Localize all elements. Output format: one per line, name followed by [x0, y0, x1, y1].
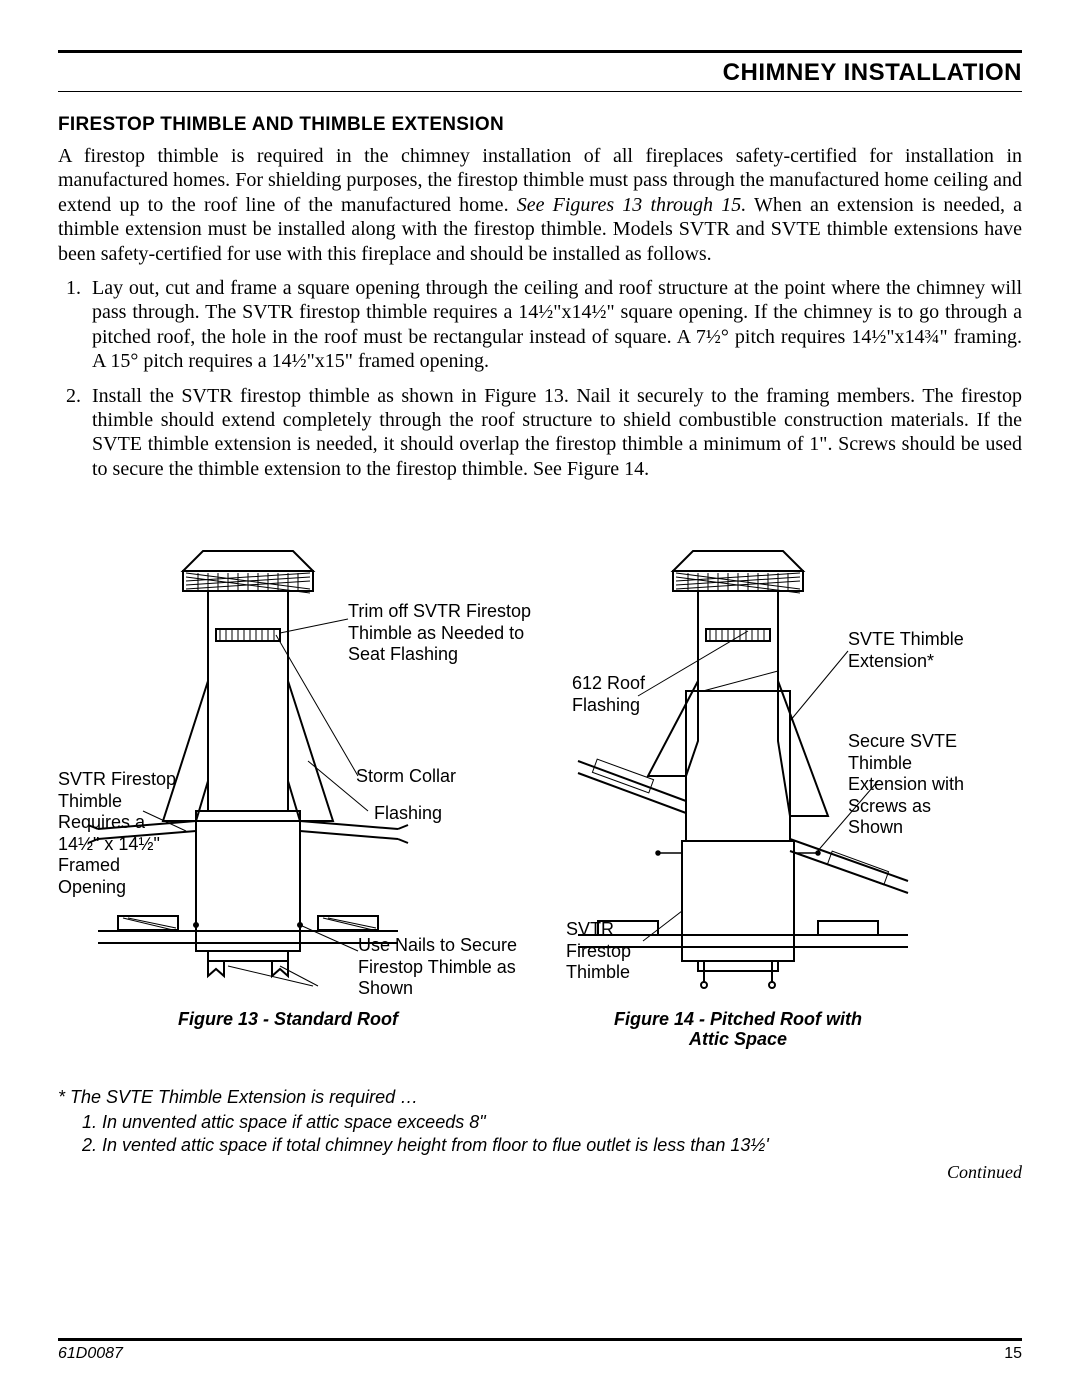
footnote-list: In unvented attic space if attic space e… — [58, 1112, 1022, 1156]
step2-a: Install the SVTR firestop thimble as sho… — [92, 385, 484, 407]
page-number: 15 — [1004, 1345, 1022, 1363]
page: CHIMNEY INSTALLATION FIRESTOP THIMBLE AN… — [0, 0, 1080, 1397]
label-nails: Use Nails to Secure Firestop Thimble as … — [358, 935, 538, 1000]
label-612: 612 Roof Flashing — [572, 673, 662, 716]
figure-14-caption-a: Figure 14 - Pitched Roof with — [598, 1009, 878, 1030]
para-text-ital: See Figures 13 through 15. — [517, 194, 747, 216]
footnote-block: * The SVTE Thimble Extension is required… — [58, 1087, 1022, 1156]
label-storm: Storm Collar — [356, 766, 456, 788]
step-1: Lay out, cut and frame a square opening … — [86, 276, 1022, 374]
intro-paragraph: A firestop thimble is required in the ch… — [58, 144, 1022, 266]
figure-13-caption: Figure 13 - Standard Roof — [138, 1009, 438, 1030]
step2-ital1: Figure 13 — [484, 385, 564, 407]
page-footer: 61D0087 15 — [58, 1338, 1022, 1363]
step2-ital2: See Figure 14. — [533, 458, 649, 480]
footnote-1: In unvented attic space if attic space e… — [102, 1112, 1022, 1133]
label-trim: Trim off SVTR Firestop Thimble as Needed… — [348, 601, 538, 666]
label-svtr-right: SVTR Firestop Thimble — [566, 919, 646, 984]
continued-label: Continued — [58, 1162, 1022, 1183]
footnote-lead: * The SVTE Thimble Extension is required… — [58, 1087, 1022, 1108]
label-svte-ext: SVTE Thimble Extension* — [848, 629, 978, 672]
footnote-2: In vented attic space if total chimney h… — [102, 1135, 1022, 1156]
rule-heavy — [58, 50, 1022, 53]
doc-number: 61D0087 — [58, 1345, 123, 1363]
rule-thin — [58, 91, 1022, 92]
label-secure: Secure SVTE Thimble Extension with Screw… — [848, 731, 988, 839]
figure-14-caption-b: Attic Space — [598, 1029, 878, 1050]
subsection-title: FIRESTOP THIMBLE AND THIMBLE EXTENSION — [58, 114, 1022, 136]
figures-area: Trim off SVTR Firestop Thimble as Needed… — [58, 521, 1022, 1081]
section-header: CHIMNEY INSTALLATION — [58, 59, 1022, 87]
step-2: Install the SVTR firestop thimble as sho… — [86, 384, 1022, 482]
steps-list: Lay out, cut and frame a square opening … — [58, 276, 1022, 481]
label-flashing: Flashing — [374, 803, 442, 825]
figure-13-svg — [58, 521, 538, 1001]
label-svtr-left: SVTR Firestop Thimble Requires a 14½" x … — [58, 769, 178, 899]
